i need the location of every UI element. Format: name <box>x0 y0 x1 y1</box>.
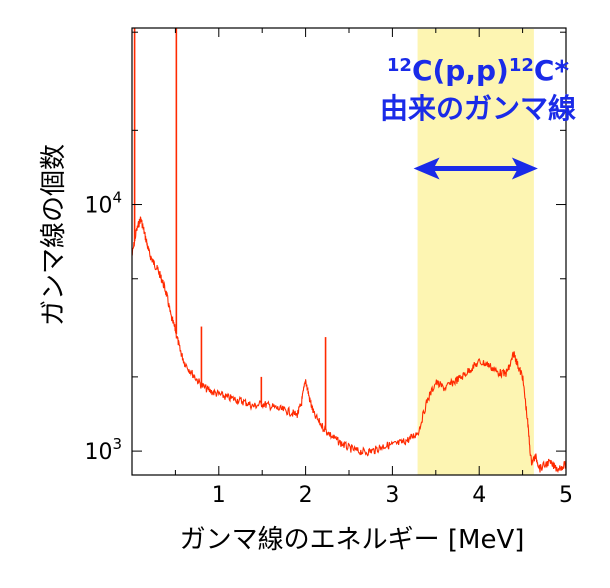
annotation-line2: 由来のガンマ線 <box>380 92 576 125</box>
y-tick-base: 10 <box>84 440 112 465</box>
arrow-head-right <box>511 157 538 180</box>
x-tick-label-4: 5 <box>559 483 573 508</box>
annotation: 12C(p,p)12C* 由来のガンマ線 <box>380 54 576 180</box>
x-axis-label: ガンマ線のエネルギー [MeV] <box>180 525 525 555</box>
peak-layer <box>133 28 327 430</box>
series-line-0 <box>131 216 567 474</box>
y-tick-label-1: 103 <box>84 435 122 465</box>
y-tick-exponent: 4 <box>112 189 122 207</box>
annotation-line1: 12C(p,p)12C* <box>387 54 570 87</box>
annotation-mass-1: 12 <box>387 55 412 76</box>
arrow-head-left <box>413 157 440 180</box>
annotation-mass-2: 12 <box>509 55 534 76</box>
x-tick-label-1: 2 <box>299 483 313 508</box>
x-tick-label-2: 3 <box>385 483 399 508</box>
y-tick-base: 10 <box>84 194 112 219</box>
annotation-text-2: C* <box>534 54 570 87</box>
series-layer <box>131 216 567 474</box>
highlight-region <box>417 29 534 475</box>
annotation-text-1: C(p,p) <box>412 54 509 87</box>
x-tick-label-0: 1 <box>212 483 226 508</box>
x-tick-label-3: 4 <box>472 483 486 508</box>
y-tick-label-0: 104 <box>84 189 122 219</box>
annotation-arrow <box>413 157 538 180</box>
axis-ticks <box>132 28 567 475</box>
y-tick-exponent: 3 <box>112 435 122 453</box>
y-axis-label: ガンマ線の個数 <box>39 144 69 326</box>
x-tick-labels: 1 2 3 4 5 <box>212 483 573 508</box>
